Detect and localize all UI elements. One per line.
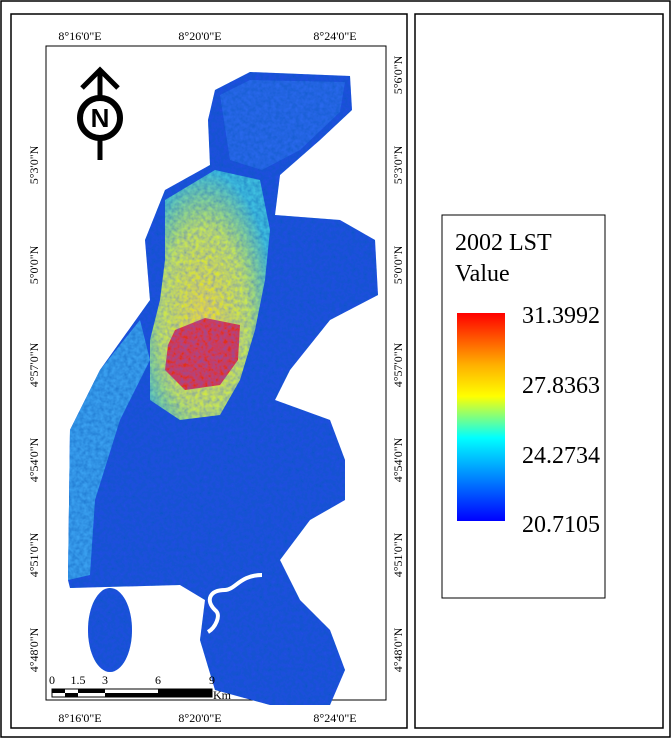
y-label-right: 5°3'0"N <box>391 145 405 184</box>
x-label-top: 8°24'0"E <box>313 29 356 43</box>
y-label-right: 5°0'0"N <box>391 245 405 284</box>
y-label-left: 4°51'0"N <box>27 532 41 577</box>
scale-label: 6 <box>155 673 161 687</box>
legend-label: 31.3992 <box>522 303 600 329</box>
scale-bar: 0 1.5 3 6 9 Km <box>49 673 232 702</box>
x-label-top: 8°20'0"E <box>178 29 221 43</box>
y-label-right: 4°51'0"N <box>391 532 405 577</box>
y-label-left: 4°57'0"N <box>27 342 41 387</box>
y-label-left: 4°48'0"N <box>27 627 41 672</box>
x-label-bottom: 8°16'0"E <box>58 711 101 725</box>
legend: 2002 LST Value 31.3992 27.8363 24.2734 2… <box>442 215 605 598</box>
legend-label: 27.8363 <box>522 373 600 399</box>
scale-label: 0 <box>49 673 55 687</box>
scale-bar-segment <box>52 689 65 693</box>
scale-label: 1.5 <box>71 673 86 687</box>
y-label-left: 5°3'0"N <box>27 145 41 184</box>
island <box>88 588 132 672</box>
north-arrow: N <box>80 70 120 160</box>
y-label-right: 5°6'0"N <box>391 55 405 94</box>
scale-bar-segment <box>105 693 158 697</box>
scale-bar-segment <box>158 693 212 697</box>
scale-bar-segment <box>78 689 105 693</box>
y-label-left: 5°0'0"N <box>27 245 41 284</box>
north-label: N <box>91 103 110 133</box>
x-label-bottom: 8°24'0"E <box>313 711 356 725</box>
y-label-right: 4°57'0"N <box>391 342 405 387</box>
x-label-top: 8°16'0"E <box>58 29 101 43</box>
scale-bar-segment <box>158 689 212 693</box>
scale-label: 9 <box>209 673 215 687</box>
scale-unit: Km <box>213 688 232 702</box>
upper-lobe <box>220 80 345 170</box>
legend-label: 20.7105 <box>522 512 600 538</box>
scale-label: 3 <box>102 673 108 687</box>
legend-label: 24.2734 <box>522 443 600 469</box>
land-raster <box>68 72 378 705</box>
legend-color-ramp <box>457 313 505 521</box>
legend-title: Value <box>455 261 510 287</box>
y-label-left: 4°54'0"N <box>27 437 41 482</box>
scale-bar-segment <box>65 693 78 697</box>
map-figure: N 0 1.5 3 6 9 Km 2002 LST Value 31.3992 … <box>0 0 671 738</box>
y-label-right: 4°54'0"N <box>391 437 405 482</box>
legend-title: 2002 LST <box>455 230 552 256</box>
x-label-bottom: 8°20'0"E <box>178 711 221 725</box>
y-label-right: 4°48'0"N <box>391 627 405 672</box>
